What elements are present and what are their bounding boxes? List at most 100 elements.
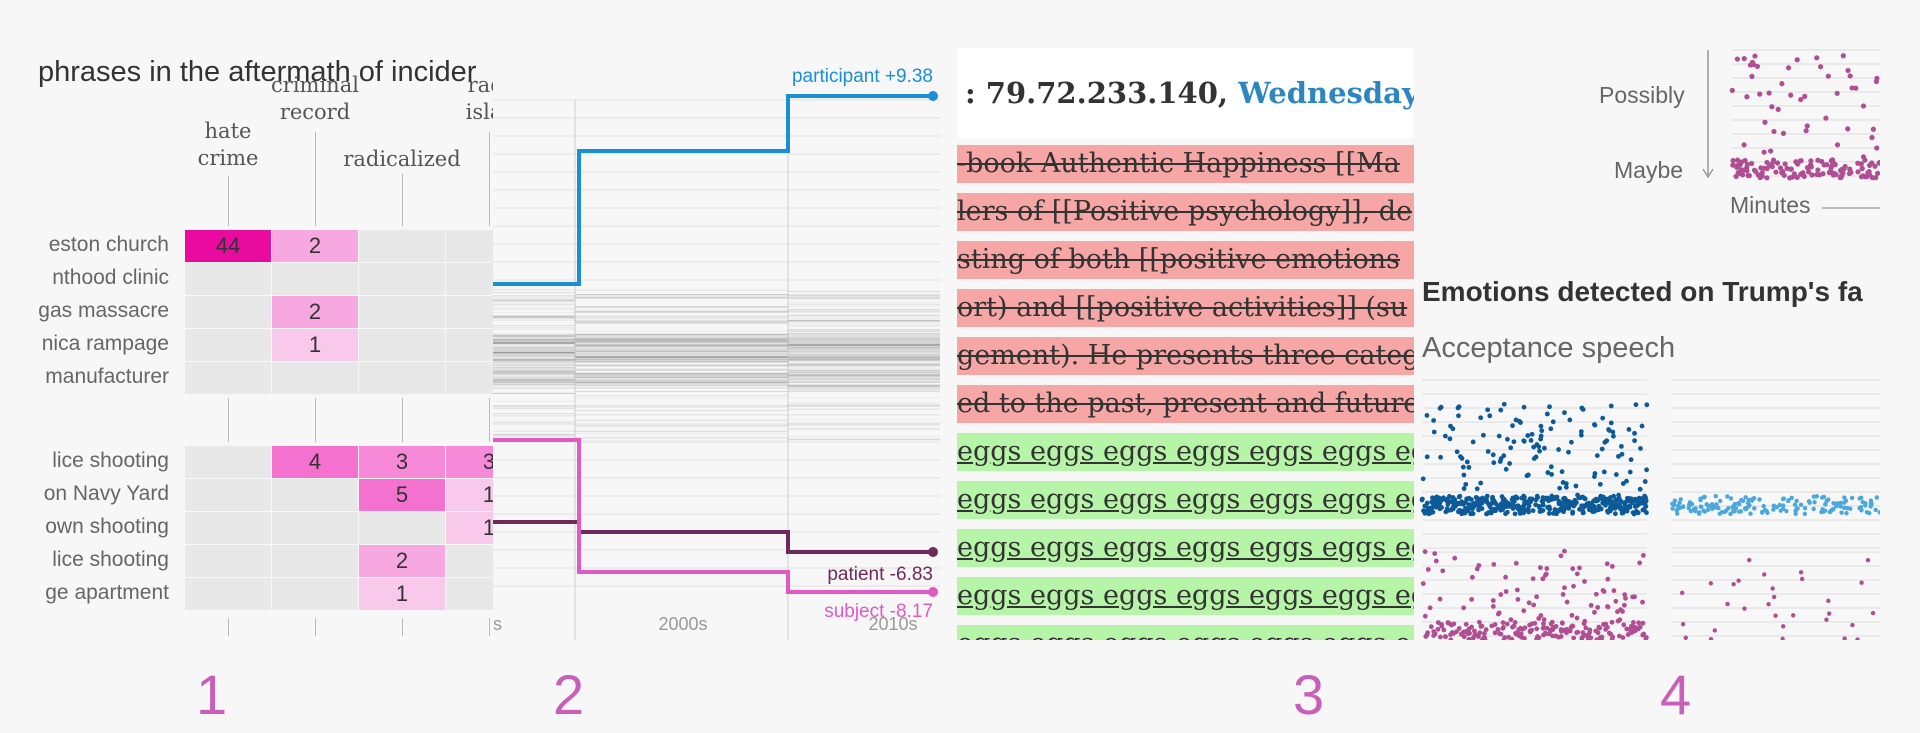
scatter-point <box>1580 508 1586 514</box>
scatter-point <box>1435 500 1440 505</box>
scatter-point <box>1873 507 1878 513</box>
background-series-line <box>493 360 940 367</box>
background-series-line <box>493 382 940 387</box>
scatter-point <box>1595 604 1601 610</box>
scatter-point <box>1598 494 1603 500</box>
scatter-point <box>1549 471 1555 477</box>
step-line-chart: participant +9.38 patient -6.83 subject -8… <box>493 40 940 640</box>
scatter-point <box>1490 598 1496 603</box>
scatter-point <box>1792 502 1798 507</box>
scatter-point <box>1430 495 1435 501</box>
background-series-line <box>493 360 940 369</box>
scatter-point <box>1688 508 1694 514</box>
scatter-point <box>1438 504 1444 510</box>
panel-number-2: 2 <box>553 663 585 726</box>
scatter-point <box>1670 501 1675 507</box>
background-series-line <box>493 340 940 347</box>
scatter-point <box>1548 426 1554 432</box>
background-series-line <box>493 383 940 389</box>
background-series-line <box>493 341 940 348</box>
background-series-line <box>493 340 940 344</box>
scatter-point <box>1501 401 1507 407</box>
column-leader-line <box>315 398 316 442</box>
background-series-line <box>493 359 940 366</box>
scatter-point <box>1560 591 1566 597</box>
scatter-point <box>1734 56 1740 62</box>
heatmap-cell <box>185 479 271 511</box>
scatter-point <box>1567 628 1573 634</box>
background-series-line <box>493 334 940 346</box>
scatter-point <box>1733 173 1739 179</box>
axis-arrow-icon <box>1702 168 1714 179</box>
scatter-point <box>1815 157 1821 163</box>
row-label: manufacturer <box>45 365 169 388</box>
scatter-point <box>1594 453 1600 459</box>
scatter-point <box>1446 494 1452 499</box>
heatmap-cell <box>272 512 358 544</box>
background-series-line <box>493 364 940 371</box>
scatter-point <box>1431 629 1437 635</box>
background-series-line <box>493 339 940 347</box>
background-series-line <box>493 329 940 336</box>
scatter-point <box>1490 498 1496 504</box>
scatter-point <box>1609 636 1615 640</box>
scatter-point <box>1486 502 1492 507</box>
background-series-line <box>493 351 940 358</box>
scatter-point <box>1613 472 1619 477</box>
background-series-line <box>493 370 940 380</box>
scatter-point <box>1680 504 1686 509</box>
scatter-point <box>1687 500 1693 505</box>
scatter-point <box>1498 592 1504 597</box>
background-series-line <box>493 379 940 384</box>
scatter-point <box>1858 174 1865 180</box>
background-series-line <box>493 316 940 324</box>
background-series-line <box>493 341 940 347</box>
scatter-point <box>1622 592 1628 598</box>
background-series-line <box>493 322 940 329</box>
scatter-point <box>1584 503 1590 508</box>
scatter-point <box>1633 402 1639 408</box>
scatter-point <box>1771 594 1777 600</box>
scatter-point <box>1529 431 1535 437</box>
scatter-point <box>1466 495 1472 501</box>
scatter-point <box>1793 159 1799 165</box>
scatter-point <box>1432 551 1438 556</box>
heatmap-cell: 2 <box>272 230 358 262</box>
scatter-point <box>1559 620 1565 626</box>
scatter-point <box>1820 507 1825 512</box>
scatter-point <box>1484 493 1490 499</box>
scatter-point <box>1569 623 1575 629</box>
row-label: lice shooting <box>52 548 169 571</box>
scatter-point <box>1780 624 1786 629</box>
scatter-point <box>1537 509 1543 514</box>
scatter-point <box>1806 499 1812 504</box>
heatmap-cell <box>272 362 358 394</box>
scatter-point <box>1683 635 1688 640</box>
heatmap-cell <box>359 296 445 328</box>
scatter-point <box>1797 158 1803 164</box>
column-header-2: radicalized <box>339 146 465 173</box>
background-series-line <box>493 333 940 342</box>
scatter-point <box>1636 620 1642 626</box>
scatter-point <box>1491 561 1497 567</box>
background-series-line <box>493 304 940 312</box>
series-end-dot <box>928 587 938 597</box>
heatmap-cell: 1 <box>272 329 358 361</box>
scatter-point <box>1535 634 1541 639</box>
scatter-point <box>1428 624 1434 630</box>
heatmap-cell <box>185 446 271 478</box>
heatmap-cell: 4 <box>272 446 358 478</box>
scatter-point <box>1752 506 1757 511</box>
background-series-line <box>493 371 940 381</box>
scatter-point <box>1743 507 1748 512</box>
scatter-point <box>1513 630 1519 636</box>
scatter-point <box>1541 617 1547 622</box>
scatter-point <box>1588 602 1594 608</box>
scatter-point <box>1824 617 1829 622</box>
scatter-point <box>1766 90 1772 96</box>
scatter-point <box>1545 504 1551 510</box>
column-leader-line <box>402 398 403 442</box>
background-series-line <box>493 291 940 299</box>
scatter-point <box>1563 481 1569 487</box>
column-header-line: crime <box>197 146 259 170</box>
